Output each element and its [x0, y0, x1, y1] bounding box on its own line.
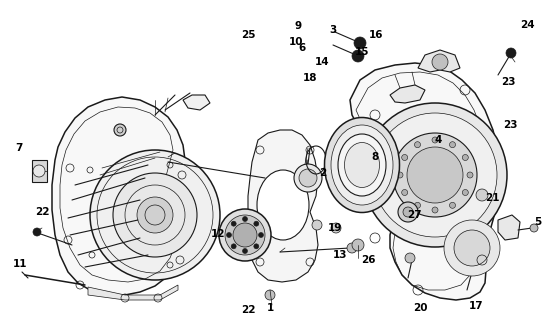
Circle shape [467, 172, 473, 178]
Circle shape [227, 233, 232, 237]
Circle shape [113, 173, 197, 257]
Circle shape [506, 48, 516, 58]
Text: 8: 8 [371, 152, 379, 162]
Circle shape [254, 244, 259, 249]
Text: 14: 14 [314, 57, 329, 67]
Text: 16: 16 [369, 30, 383, 40]
Text: 24: 24 [520, 20, 534, 30]
Circle shape [347, 243, 357, 253]
Polygon shape [350, 63, 500, 300]
Circle shape [90, 150, 220, 280]
Text: 23: 23 [502, 120, 517, 130]
Circle shape [312, 220, 322, 230]
Circle shape [114, 124, 126, 136]
Text: 18: 18 [303, 73, 317, 83]
Circle shape [243, 249, 247, 253]
Ellipse shape [344, 142, 379, 188]
Circle shape [403, 207, 413, 217]
Circle shape [258, 233, 263, 237]
Circle shape [352, 239, 364, 251]
Text: 12: 12 [211, 229, 225, 239]
Polygon shape [248, 130, 318, 282]
Polygon shape [418, 50, 460, 72]
Circle shape [450, 142, 456, 148]
Text: 19: 19 [328, 223, 342, 233]
Circle shape [219, 209, 271, 261]
Circle shape [432, 54, 448, 70]
Text: 17: 17 [469, 301, 483, 311]
Polygon shape [498, 215, 520, 240]
Text: 27: 27 [407, 210, 421, 220]
Circle shape [294, 164, 322, 192]
Text: 23: 23 [501, 77, 515, 87]
Circle shape [444, 220, 500, 276]
Circle shape [432, 137, 438, 143]
Polygon shape [52, 97, 187, 295]
Text: 11: 11 [13, 259, 27, 269]
Circle shape [462, 189, 468, 196]
Polygon shape [183, 95, 210, 110]
Circle shape [402, 189, 408, 196]
Ellipse shape [324, 117, 399, 212]
Text: 13: 13 [333, 250, 347, 260]
Circle shape [465, 265, 475, 275]
Circle shape [33, 165, 45, 177]
Text: 2: 2 [319, 168, 326, 178]
Circle shape [254, 221, 259, 226]
Text: 1: 1 [267, 303, 274, 313]
Text: 22: 22 [35, 207, 49, 217]
Circle shape [299, 169, 317, 187]
Circle shape [137, 197, 173, 233]
Text: 7: 7 [15, 143, 23, 153]
Text: 4: 4 [434, 135, 441, 145]
Circle shape [393, 133, 477, 217]
Circle shape [462, 155, 468, 161]
Ellipse shape [257, 170, 309, 240]
Circle shape [33, 228, 41, 236]
Circle shape [354, 37, 366, 49]
Circle shape [398, 202, 418, 222]
Text: 22: 22 [241, 305, 255, 315]
Circle shape [231, 244, 236, 249]
Circle shape [233, 223, 257, 247]
Circle shape [415, 142, 421, 148]
Circle shape [402, 155, 408, 161]
Text: 5: 5 [535, 217, 542, 227]
Circle shape [476, 189, 488, 201]
Circle shape [415, 202, 421, 208]
Circle shape [407, 147, 463, 203]
Text: 26: 26 [361, 255, 376, 265]
Circle shape [530, 224, 538, 232]
Ellipse shape [338, 134, 386, 196]
Circle shape [352, 50, 364, 62]
Circle shape [363, 103, 507, 247]
Circle shape [450, 202, 456, 208]
Circle shape [432, 207, 438, 213]
Polygon shape [88, 285, 178, 300]
Text: 25: 25 [241, 30, 255, 40]
Circle shape [265, 290, 275, 300]
Polygon shape [390, 85, 425, 103]
Text: 3: 3 [329, 25, 337, 35]
Circle shape [231, 221, 236, 226]
Text: 21: 21 [485, 193, 499, 203]
Circle shape [405, 253, 415, 263]
Text: 10: 10 [289, 37, 303, 47]
Circle shape [373, 113, 497, 237]
Text: 20: 20 [413, 303, 427, 313]
Circle shape [454, 230, 490, 266]
Text: 15: 15 [355, 47, 370, 57]
Text: 6: 6 [298, 43, 306, 53]
Ellipse shape [331, 125, 393, 205]
Polygon shape [32, 160, 47, 182]
Circle shape [331, 223, 341, 233]
Circle shape [225, 215, 265, 255]
Circle shape [397, 172, 403, 178]
Circle shape [243, 217, 247, 221]
Text: 9: 9 [294, 21, 301, 31]
